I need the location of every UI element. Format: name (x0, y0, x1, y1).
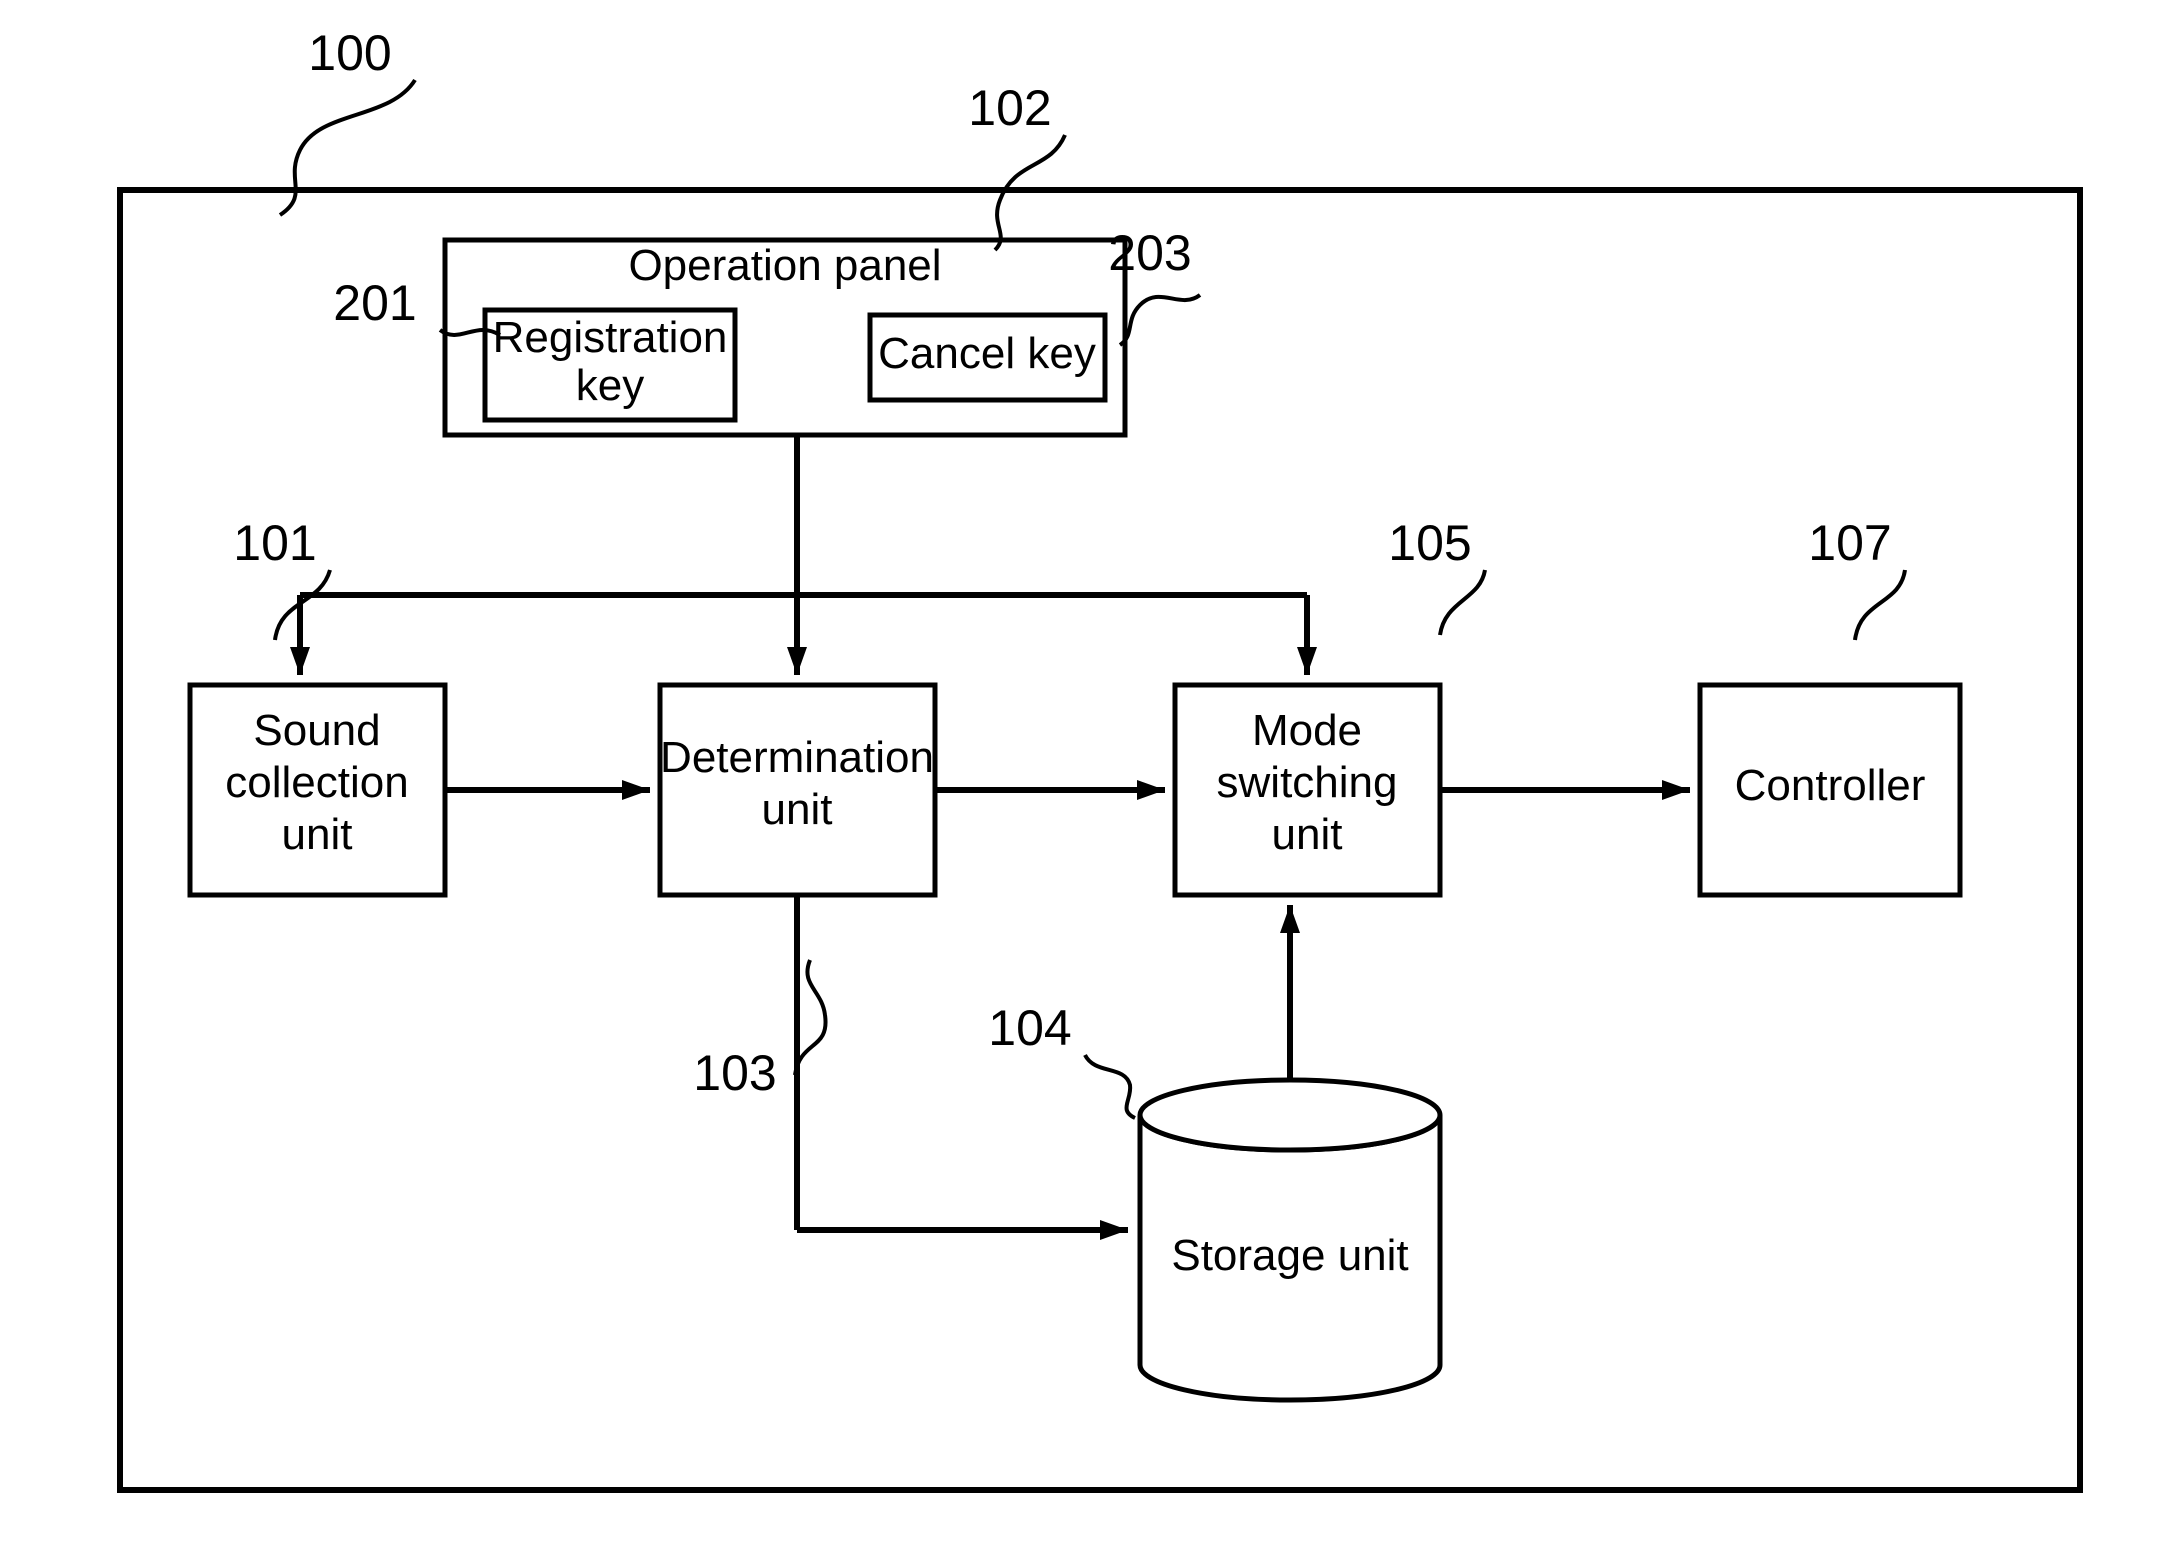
arrow-to_det (787, 595, 807, 675)
controller-box: Controller (1700, 685, 1960, 895)
ref-leader-105 (1440, 570, 1485, 635)
determination-box: Determinationunit (660, 685, 935, 895)
sound_collection-label-line-0: Sound (253, 706, 380, 755)
mode_switching-label-line-2: unit (1272, 810, 1343, 859)
ref-leader-100 (280, 80, 415, 215)
operation_panel-title: Operation panel (628, 241, 941, 290)
ref-label-100: 100 (308, 25, 391, 81)
ref-leader-104 (1085, 1055, 1135, 1118)
sound_collection-label-line-2: unit (282, 810, 353, 859)
arrow-det_to_storage (797, 1220, 1128, 1240)
controller-label-line-0: Controller (1735, 761, 1926, 810)
ref-label-201: 201 (333, 275, 416, 331)
arrow-to_mode (1297, 595, 1317, 675)
ref-leader-107 (1855, 570, 1905, 640)
arrow-mode_to_ctrl (1440, 780, 1690, 800)
mode_switching-label-line-0: Mode (1252, 706, 1362, 755)
arrow-storage_to_mode (1280, 905, 1300, 1080)
arrow-sound_to_det (445, 780, 650, 800)
ref-label-107: 107 (1808, 515, 1891, 571)
registration_key-label-line-0: Registration (493, 313, 728, 362)
storage-cylinder: Storage unit (1140, 1080, 1440, 1400)
ref-label-102: 102 (968, 80, 1051, 136)
storage-label: Storage unit (1171, 1231, 1408, 1280)
mode_switching-label-line-1: switching (1217, 758, 1398, 807)
determination-label-line-0: Determination (660, 733, 934, 782)
determination-label-line-1: unit (762, 785, 833, 834)
arrow-det_to_mode (935, 780, 1165, 800)
sound_collection-box: Soundcollectionunit (190, 685, 445, 895)
ref-label-203: 203 (1108, 225, 1191, 281)
sound_collection-label-line-1: collection (225, 758, 408, 807)
cancel_key-box: Cancel key (870, 315, 1105, 400)
ref-label-104: 104 (988, 1000, 1071, 1056)
ref-label-105: 105 (1388, 515, 1471, 571)
cancel_key-label-line-0: Cancel key (878, 329, 1096, 378)
registration_key-box: Registrationkey (485, 310, 735, 420)
ref-label-101: 101 (233, 515, 316, 571)
ref-label-103: 103 (693, 1045, 776, 1101)
registration_key-label-line-1: key (576, 361, 644, 410)
ref-leader-203 (1120, 295, 1200, 345)
mode_switching-box: Modeswitchingunit (1175, 685, 1440, 895)
